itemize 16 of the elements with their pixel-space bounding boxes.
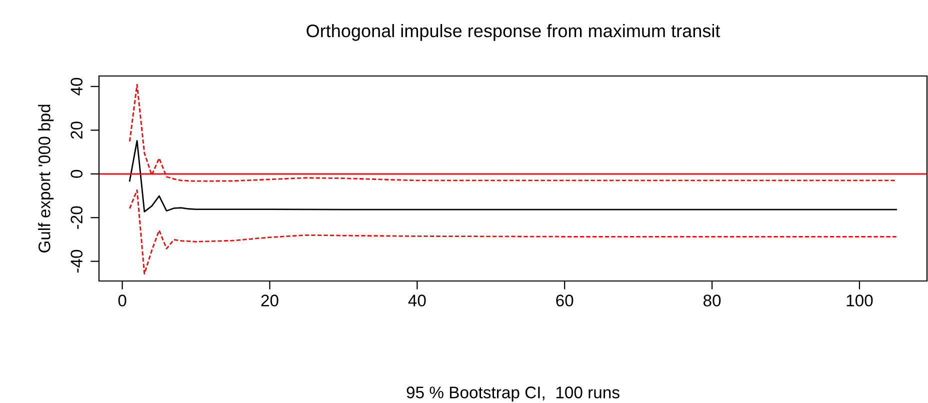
- y-axis-title: Gulf export '000 bpd: [38, 104, 54, 252]
- y-tick-label: 0: [70, 170, 83, 178]
- x-tick-label: 20: [261, 294, 278, 306]
- x-tick-label: 100: [846, 294, 873, 306]
- chart-title: Orthogonal impulse response from maximum transit: [306, 24, 720, 41]
- x-tick-label: 60: [556, 294, 574, 306]
- line-series: [128, 189, 898, 274]
- x-tick-label: 0: [118, 294, 126, 306]
- y-tick-label: 40: [70, 78, 83, 96]
- x-tick-label: 40: [408, 294, 426, 306]
- y-tick-label: 20: [70, 122, 83, 139]
- y-tick-label: -40: [70, 250, 83, 273]
- x-tick-label: 80: [703, 294, 721, 306]
- line-series: [128, 140, 898, 212]
- y-tick-label: -20: [70, 206, 83, 229]
- x-axis-title: 95 % Bootstrap CI, 100 runs: [406, 386, 620, 402]
